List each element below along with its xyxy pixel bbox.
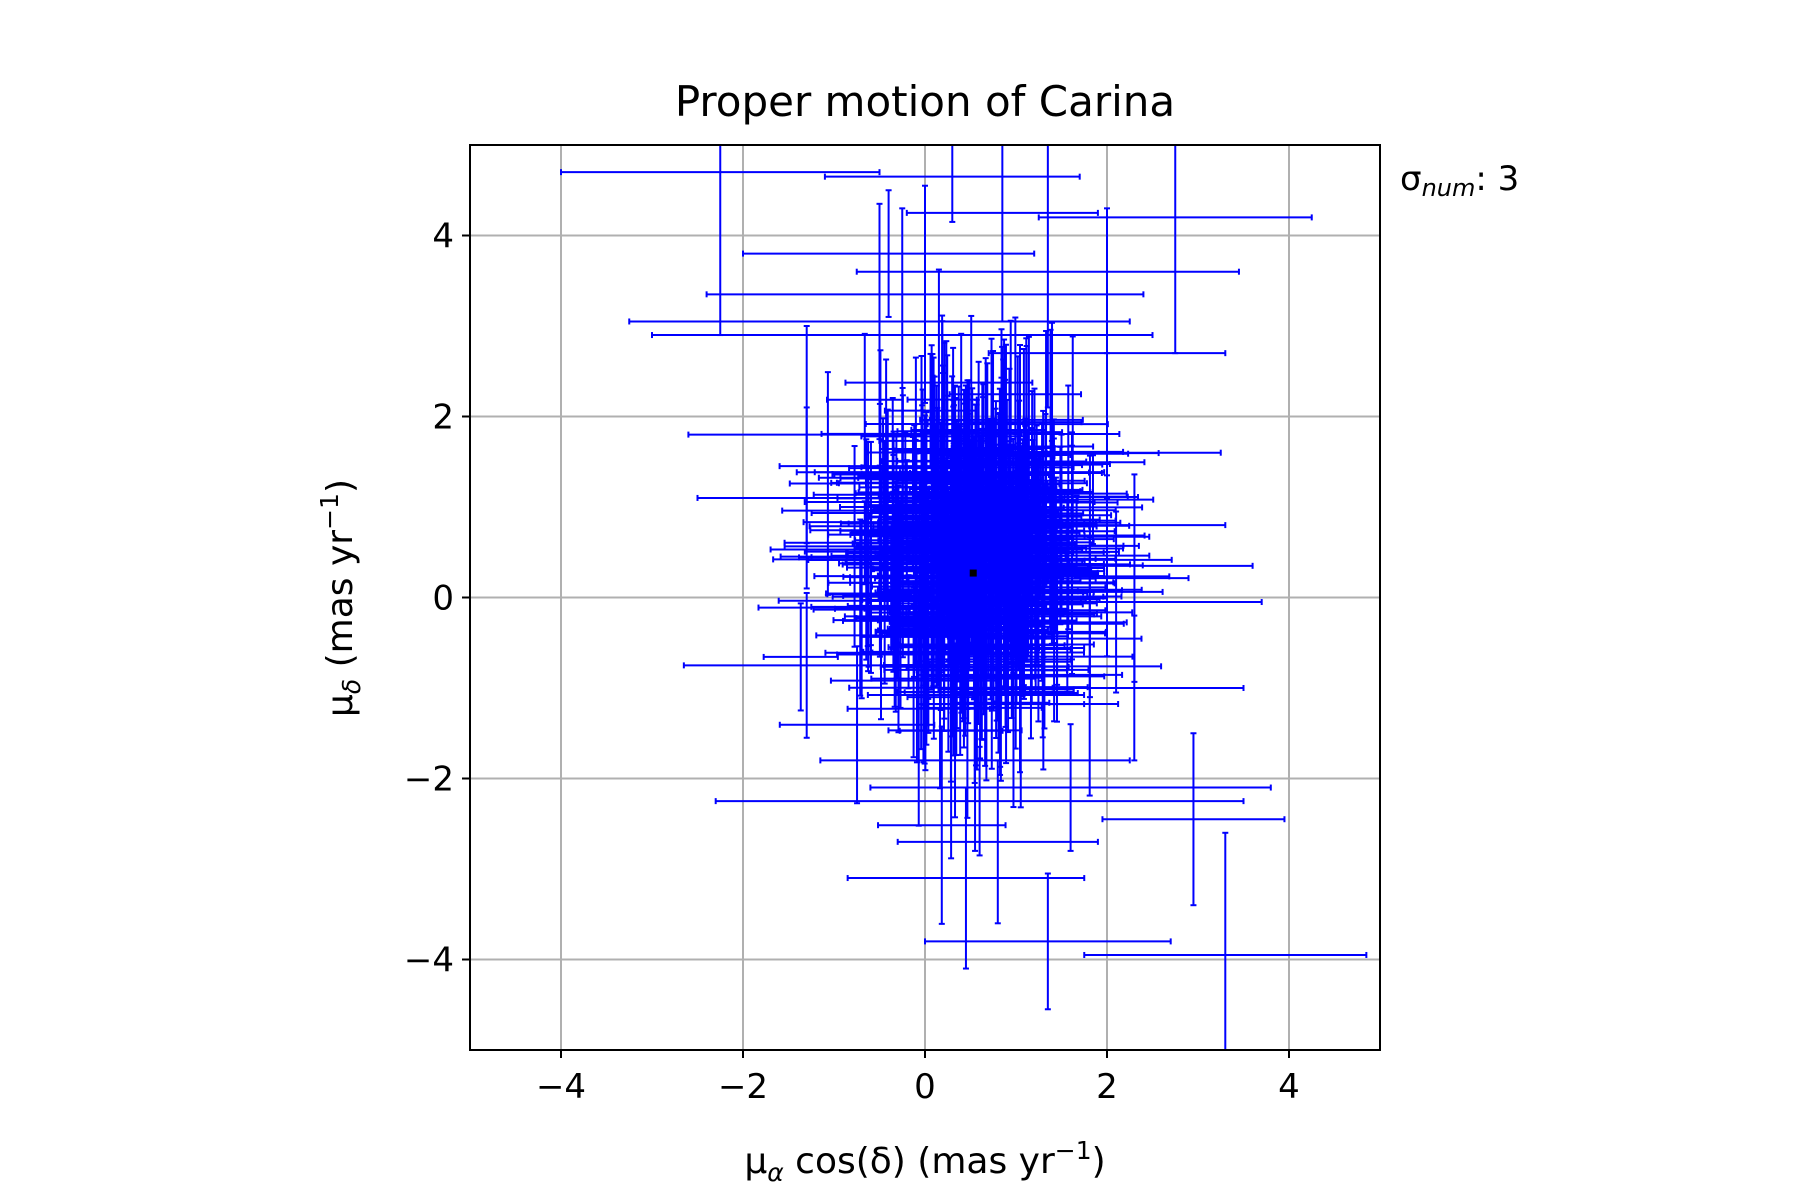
data-point xyxy=(1024,614,1245,762)
data-point xyxy=(705,184,1145,404)
x-tick-label: −4 xyxy=(536,1067,586,1107)
data-series xyxy=(560,145,1368,1050)
data-point xyxy=(714,745,1245,857)
data-point xyxy=(887,398,1066,597)
data-point xyxy=(960,474,1254,658)
mean-point xyxy=(969,569,977,577)
data-point xyxy=(896,759,1099,925)
data-point xyxy=(819,668,1131,852)
data-point xyxy=(845,478,1063,633)
plot-area: −4 −2 0 2 4 −4 −2 0 2 4 xyxy=(404,144,1381,1108)
data-point xyxy=(783,445,926,648)
x-axis-label: μα cos(δ) (mas yr−1) xyxy=(744,1136,1105,1187)
y-tick-label: 0 xyxy=(432,579,454,619)
chart-title: Proper motion of Carina xyxy=(675,77,1175,126)
data-point xyxy=(969,510,1263,694)
data-point xyxy=(896,433,1227,617)
data-point xyxy=(742,189,1036,318)
data-point xyxy=(651,207,1154,463)
data-point xyxy=(788,371,867,596)
data-point xyxy=(921,482,1073,581)
data-point xyxy=(909,437,1117,583)
data-point xyxy=(888,421,994,681)
data-point xyxy=(895,337,1088,586)
data-point xyxy=(682,591,931,739)
data-point xyxy=(628,202,1131,441)
data-point xyxy=(860,371,1026,501)
x-tick-label: 0 xyxy=(914,1067,936,1107)
data-point xyxy=(823,145,1081,223)
data-point xyxy=(855,145,1240,409)
y-tick-label: −2 xyxy=(404,760,454,800)
y-tick-label: −4 xyxy=(404,941,454,981)
data-point xyxy=(944,347,1104,582)
data-point xyxy=(846,786,1086,970)
x-tick-label: −2 xyxy=(718,1067,768,1107)
ticks: −4 −2 0 2 4 −4 −2 0 2 4 xyxy=(404,217,1300,1108)
data-point xyxy=(859,563,995,677)
sigma-num-annotation: σnum: 3 xyxy=(1400,159,1519,202)
data-point xyxy=(924,872,1172,1011)
data-point xyxy=(857,420,1057,565)
data-point xyxy=(869,723,1272,852)
data-point xyxy=(809,402,951,658)
y-tick-label: 2 xyxy=(432,398,454,438)
x-tick-label: 4 xyxy=(1278,1067,1300,1107)
data-point xyxy=(762,602,839,712)
y-tick-label: 4 xyxy=(432,217,454,257)
data-point xyxy=(696,406,917,590)
data-point xyxy=(1101,732,1286,907)
data-point xyxy=(769,438,963,661)
x-tick-label: 2 xyxy=(1096,1067,1118,1107)
y-axis-label: μδ (mas yr−1) xyxy=(315,479,366,717)
data-point xyxy=(1083,831,1368,1050)
data-point xyxy=(916,626,1086,782)
data-point xyxy=(942,458,1022,664)
